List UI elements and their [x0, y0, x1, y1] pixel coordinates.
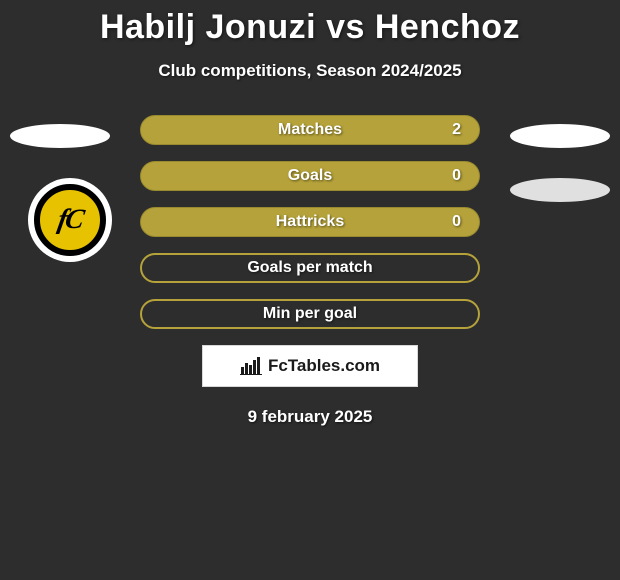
- bar-value: 0: [452, 213, 461, 231]
- bar-value: 2: [452, 121, 461, 139]
- source-text: FcTables.com: [268, 356, 380, 376]
- bar-value: 0: [452, 167, 461, 185]
- subtitle: Club competitions, Season 2024/2025: [0, 61, 620, 81]
- club-badge-monogram: fC: [55, 204, 85, 236]
- bar-chart-icon: [240, 357, 262, 375]
- bar-min-per-goal: Min per goal: [140, 299, 480, 329]
- bar-goals-per-match: Goals per match: [140, 253, 480, 283]
- player-right-placeholder-2: [510, 178, 610, 202]
- player-left-placeholder: [10, 124, 110, 148]
- player-right-placeholder-1: [510, 124, 610, 148]
- bar-label: Hattricks: [276, 213, 344, 231]
- comparison-bars: Matches 2 Goals 0 Hattricks 0 Goals per …: [140, 115, 480, 329]
- date-label: 9 february 2025: [0, 407, 620, 427]
- bar-goals: Goals 0: [140, 161, 480, 191]
- bar-label: Min per goal: [263, 305, 357, 323]
- club-badge: fC: [28, 178, 112, 262]
- bar-label: Matches: [278, 121, 342, 139]
- page-title: Habilj Jonuzi vs Henchoz: [0, 0, 620, 47]
- bar-matches: Matches 2: [140, 115, 480, 145]
- club-badge-inner: fC: [34, 184, 106, 256]
- bar-hattricks: Hattricks 0: [140, 207, 480, 237]
- bar-label: Goals per match: [247, 259, 372, 277]
- bar-label: Goals: [288, 167, 332, 185]
- source-badge: FcTables.com: [202, 345, 418, 387]
